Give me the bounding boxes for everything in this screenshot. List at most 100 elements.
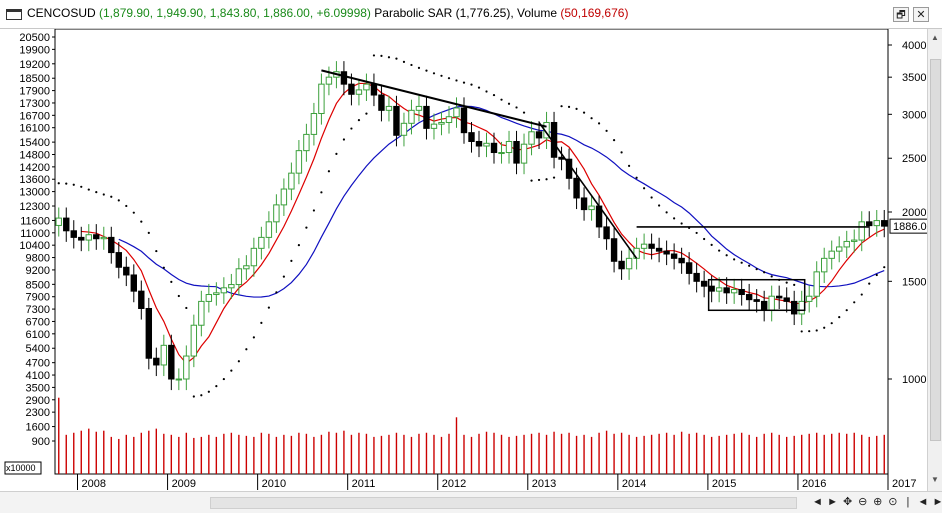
sar-dot [522,111,526,114]
zoom-out-icon[interactable]: ⊖ [858,496,868,508]
chart-navigation: ◄ ► ✥ ⊖ ⊕ ⊙ | ◄ ► [812,495,942,508]
candle-body [400,122,408,136]
left-tick-label: 13600 [19,174,50,186]
candle-body [85,234,92,241]
page-left-icon[interactable]: ◄ [917,496,929,508]
candle-body [378,94,385,111]
left-tick-label: 9200 [26,265,50,277]
sar-dot [635,176,638,179]
candle-body [640,243,648,249]
right-tick-label: 3000 [902,109,926,121]
sar-dot [447,77,451,80]
candle-body [618,260,625,270]
sar-dot [320,191,323,194]
sar-dot [560,105,563,108]
price-chart[interactable]: 2008 2009 2010 2011 2012 2013 2014 2015 2016 2017… [0,29,927,491]
sar-dot [725,254,728,257]
scroll-right-icon[interactable]: ► [827,496,838,508]
zoom-reset-icon[interactable]: ⊙ [888,496,898,508]
candle-body [790,300,798,315]
sar-dot [395,57,398,60]
sar-dot [770,275,773,278]
sar-dot [733,258,736,261]
candle-body [153,357,160,366]
sar-dot [537,178,541,182]
sar-dot [402,60,406,63]
sar-dot [643,187,646,190]
sar-dot [185,306,188,310]
sar-dot [515,106,518,109]
sar-dot [125,204,128,208]
candle-body [535,131,543,139]
sar-dot [57,182,60,185]
vertical-scroll-thumb[interactable] [930,59,941,441]
candle-body [813,271,820,297]
candle-body [760,300,768,311]
candle-body [648,243,655,249]
candle-body [708,285,715,292]
scroll-down-icon[interactable]: ▼ [931,475,939,484]
candle-body [108,236,115,254]
symbol-name: CENCOSUD [27,6,96,20]
candle-body [843,240,850,248]
sar-dot [477,86,481,89]
sar-dot [237,360,240,363]
sar-dot [567,105,571,108]
candle-body [775,295,783,299]
candle-body [738,288,745,296]
sar-dot [117,199,120,202]
candle-body [490,142,498,154]
x-tick-label: 2008 [82,478,106,490]
left-tick-label: 8500 [26,279,50,291]
sar-dot [597,122,601,125]
candle-body [295,150,303,174]
candle-body [505,140,513,154]
sar-dot [545,178,548,181]
left-tick-label: 2300 [26,407,50,419]
candle-body [235,268,243,286]
sar-dot [620,151,623,154]
annotations [321,69,870,312]
sar-dot [582,111,586,114]
left-tick-label: 15400 [19,137,50,149]
scroll-up-icon[interactable]: ▲ [931,33,939,42]
candle-body [798,300,805,315]
horizontal-scrollbar[interactable] [210,497,797,509]
close-window-button[interactable]: ✕ [913,7,929,22]
sar-dot [87,188,90,191]
candle-body [175,378,183,381]
sar-dot [245,348,248,351]
candle-body [265,221,273,238]
pan-icon[interactable]: ✥ [843,496,853,508]
candle-body [730,288,738,294]
candle-body [258,236,265,249]
zoom-in-icon[interactable]: ⊕ [873,496,883,508]
vertical-scrollbar[interactable]: ▲ ▼ [927,29,942,491]
candle-body [603,226,610,240]
x-tick-label: 2010 [262,478,286,490]
candle-body [483,142,490,147]
ohlc-values: (1,879.90, 1,949.90, 1,843.80, 1,886.00,… [99,6,371,20]
candle-body [873,220,880,227]
scroll-left-icon[interactable]: ◄ [812,496,823,508]
right-tick-label: 2000 [902,207,926,219]
sar-dot [673,217,676,220]
plot-frame [54,29,889,475]
page-right-icon[interactable]: ► [932,496,942,508]
left-tick-label: 13000 [19,187,50,199]
left-tick-label: 6700 [26,316,50,328]
candle-body [78,236,85,241]
candle-body [836,246,843,252]
candle-body [783,297,790,302]
sar-dot [612,139,616,142]
sar-dot [290,259,293,262]
restore-window-button[interactable]: 🗗 [893,7,909,22]
sar-dot [155,249,158,253]
left-tick-label: 9800 [26,253,50,265]
candle-body [663,250,670,255]
candle-body [393,105,400,136]
left-tick-label: 7300 [26,304,50,316]
candle-body [453,107,460,118]
candle-body [145,307,153,359]
left-tick-label: 16100 [19,123,50,135]
